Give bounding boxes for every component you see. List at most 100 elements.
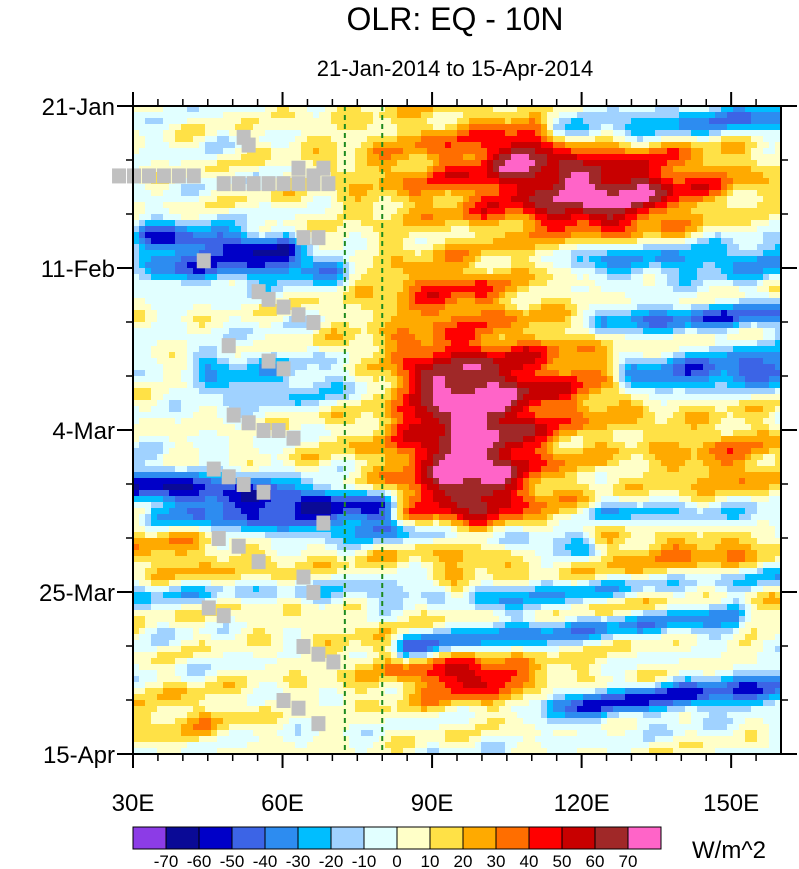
field-cell: [517, 118, 524, 125]
field-cell: [481, 370, 488, 377]
field-cell: [769, 190, 776, 197]
field-cell: [595, 202, 602, 209]
field-cell: [715, 238, 722, 245]
field-cell: [337, 142, 344, 149]
field-cell: [223, 370, 230, 377]
field-cell: [631, 376, 638, 383]
field-cell: [481, 226, 488, 233]
field-cell: [571, 292, 578, 299]
field-cell: [715, 184, 722, 191]
field-cell: [751, 310, 758, 317]
field-cell: [577, 304, 584, 311]
field-cell: [649, 286, 656, 293]
field-cell: [415, 232, 422, 239]
field-cell: [451, 136, 458, 143]
field-cell: [613, 130, 620, 137]
field-cell: [277, 262, 284, 269]
field-cell: [307, 280, 314, 287]
field-cell: [397, 262, 404, 269]
field-cell: [559, 268, 566, 275]
field-cell: [385, 196, 392, 203]
field-cell: [481, 118, 488, 125]
field-cell: [451, 310, 458, 317]
field-cell: [439, 238, 446, 245]
field-cell: [745, 298, 752, 305]
field-cell: [673, 142, 680, 149]
field-cell: [529, 280, 536, 287]
field-cell: [463, 226, 470, 233]
field-cell: [667, 130, 674, 137]
field-cell: [529, 220, 536, 227]
field-cell: [655, 136, 662, 143]
field-cell: [259, 118, 266, 125]
field-cell: [223, 268, 230, 275]
field-cell: [367, 232, 374, 239]
field-cell: [607, 196, 614, 203]
field-cell: [487, 250, 494, 257]
field-cell: [163, 118, 170, 125]
field-cell: [703, 190, 710, 197]
field-cell: [301, 340, 308, 347]
field-cell: [463, 352, 470, 359]
field-cell: [331, 322, 338, 329]
field-cell: [475, 358, 482, 365]
field-cell: [151, 268, 158, 275]
field-cell: [505, 136, 512, 143]
field-cell: [139, 154, 146, 161]
field-cell: [355, 256, 362, 263]
field-cell: [229, 316, 236, 323]
field-cell: [493, 346, 500, 353]
field-cell: [133, 124, 140, 131]
field-cell: [637, 328, 644, 335]
field-cell: [481, 256, 488, 263]
field-cell: [241, 316, 248, 323]
field-cell: [193, 124, 200, 131]
field-cell: [349, 118, 356, 125]
field-cell: [133, 106, 140, 113]
field-cell: [541, 166, 548, 173]
field-cell: [385, 292, 392, 299]
field-cell: [517, 106, 524, 113]
field-cell: [691, 226, 698, 233]
field-cell: [565, 364, 572, 371]
field-cell: [727, 136, 734, 143]
field-cell: [169, 370, 176, 377]
field-cell: [247, 250, 254, 257]
field-cell: [643, 268, 650, 275]
field-cell: [409, 316, 416, 323]
field-cell: [613, 340, 620, 347]
field-cell: [475, 232, 482, 239]
field-cell: [367, 292, 374, 299]
field-cell: [541, 184, 548, 191]
field-cell: [481, 148, 488, 155]
field-cell: [181, 358, 188, 365]
field-cell: [745, 268, 752, 275]
field-cell: [379, 172, 386, 179]
field-cell: [397, 250, 404, 257]
field-cell: [229, 304, 236, 311]
field-cell: [427, 130, 434, 137]
field-cell: [361, 190, 368, 197]
field-cell: [763, 292, 770, 299]
field-cell: [589, 298, 596, 305]
field-cell: [475, 376, 482, 383]
field-cell: [439, 316, 446, 323]
field-cell: [679, 160, 686, 167]
field-cell: [373, 304, 380, 311]
field-cell: [667, 376, 674, 383]
field-cell: [535, 358, 542, 365]
field-cell: [223, 334, 230, 341]
field-cell: [187, 196, 194, 203]
field-cell: [523, 352, 530, 359]
field-cell: [247, 358, 254, 365]
field-cell: [757, 106, 764, 113]
field-cell: [265, 106, 272, 113]
field-cell: [523, 154, 530, 161]
field-cell: [313, 364, 320, 371]
field-cell: [427, 184, 434, 191]
field-cell: [685, 340, 692, 347]
field-cell: [517, 376, 524, 383]
field-cell: [589, 292, 596, 299]
field-cell: [325, 292, 332, 299]
field-cell: [673, 184, 680, 191]
